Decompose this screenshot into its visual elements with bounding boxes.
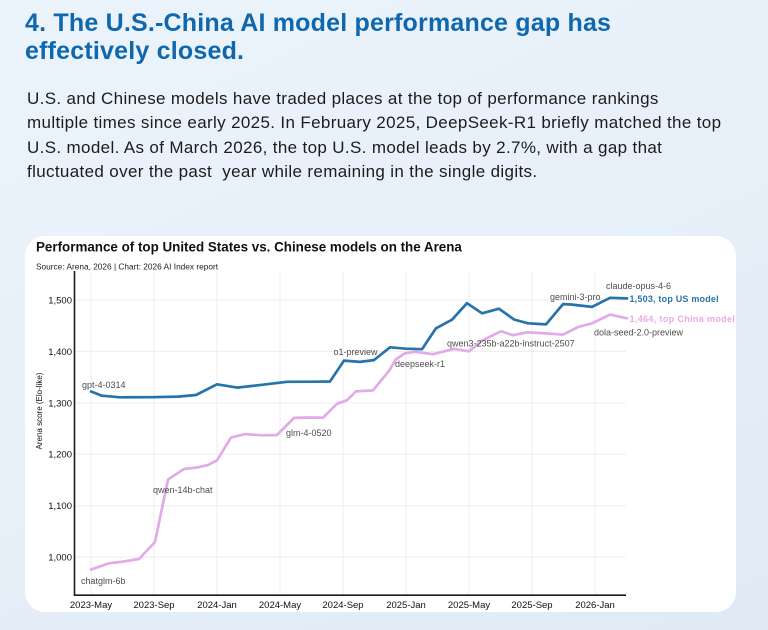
svg-text:2025-May: 2025-May: [448, 600, 490, 611]
svg-text:1,464, top China model: 1,464, top China model: [630, 314, 736, 324]
svg-text:2024-Sep: 2024-Sep: [322, 600, 363, 611]
svg-text:glm-4-0520: glm-4-0520: [286, 428, 332, 438]
svg-text:1,400: 1,400: [48, 347, 72, 358]
svg-text:o1-preview: o1-preview: [334, 347, 379, 357]
svg-text:2026-Jan: 2026-Jan: [575, 600, 615, 611]
svg-text:1,500: 1,500: [48, 295, 72, 306]
svg-text:2024-Jan: 2024-Jan: [197, 600, 237, 611]
svg-text:2025-Sep: 2025-Sep: [511, 600, 552, 611]
svg-text:Arena score (Elo-like): Arena score (Elo-like): [35, 372, 44, 449]
svg-text:chatglm-6b: chatglm-6b: [81, 576, 126, 586]
svg-text:1,200: 1,200: [48, 450, 72, 461]
svg-text:1,300: 1,300: [48, 398, 72, 409]
svg-text:2024-May: 2024-May: [259, 600, 301, 611]
svg-text:2023-Sep: 2023-Sep: [133, 600, 174, 611]
svg-text:qwen-14b-chat: qwen-14b-chat: [153, 485, 213, 495]
svg-text:1,100: 1,100: [48, 501, 72, 512]
svg-text:Source: Arena, 2026 | Chart: 2: Source: Arena, 2026 | Chart: 2026 AI Ind…: [36, 262, 219, 272]
svg-text:2025-Jan: 2025-Jan: [386, 600, 426, 611]
svg-text:dola-seed-2.0-preview: dola-seed-2.0-preview: [594, 328, 684, 338]
svg-text:claude-opus-4-6: claude-opus-4-6: [606, 281, 671, 291]
svg-text:deepseek-r1: deepseek-r1: [395, 359, 445, 369]
svg-text:qwen3-235b-a22b-instruct-2507: qwen3-235b-a22b-instruct-2507: [447, 339, 575, 349]
svg-text:2023-May: 2023-May: [70, 600, 112, 611]
svg-text:1,503, top US model: 1,503, top US model: [630, 294, 719, 304]
svg-text:gemini-3-pro: gemini-3-pro: [550, 292, 601, 302]
svg-text:Performance of top United Stat: Performance of top United States vs. Chi…: [36, 240, 462, 255]
svg-text:1,000: 1,000: [48, 553, 72, 564]
svg-text:gpt-4-0314: gpt-4-0314: [82, 380, 126, 390]
